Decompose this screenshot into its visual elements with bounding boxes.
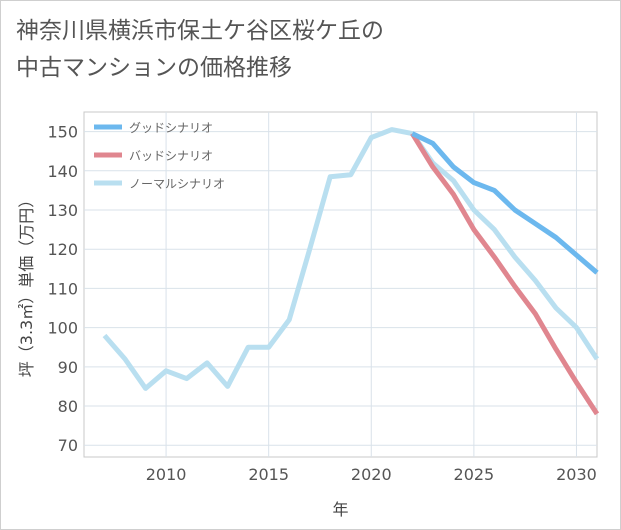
y-tick-label: 70 [58, 436, 78, 455]
x-axis-label: 年 [332, 500, 348, 519]
x-tick-label: 2025 [454, 465, 495, 484]
legend-label-bad: バッドシナリオ [129, 149, 213, 163]
x-tick-labels: 2010 2015 2020 2025 2030 [146, 465, 597, 484]
legend-label-normal: ノーマルシナリオ [129, 177, 225, 191]
y-axis-label: 坪（3.3㎡）単価（万円） [17, 192, 36, 377]
x-tick-label: 2015 [248, 465, 289, 484]
y-tick-label: 130 [47, 201, 78, 220]
y-tick-label: 90 [58, 358, 78, 377]
plot-border [83, 111, 598, 458]
x-tick-label: 2030 [556, 465, 597, 484]
grid-lines [83, 111, 598, 458]
series-line-bad [410, 132, 600, 416]
y-tick-label: 80 [58, 397, 78, 416]
series-lines [102, 127, 600, 416]
series-line-normal [102, 127, 600, 391]
chart-title: 神奈川県横浜市保土ケ谷区桜ケ丘の 中古マンションの価格推移 [16, 18, 384, 81]
x-tick-label: 2020 [351, 465, 392, 484]
y-tick-labels: 70 80 90 100 110 120 130 140 150 [47, 123, 78, 456]
y-tick-label: 140 [47, 162, 78, 181]
y-tick-label: 120 [47, 240, 78, 259]
y-tick-label: 150 [47, 123, 78, 142]
y-tick-label: 100 [47, 319, 78, 338]
series-line-good [411, 131, 599, 275]
x-tick-label: 2010 [146, 465, 187, 484]
y-tick-label: 110 [47, 279, 78, 298]
legend-label-good: グッドシナリオ [129, 121, 213, 135]
